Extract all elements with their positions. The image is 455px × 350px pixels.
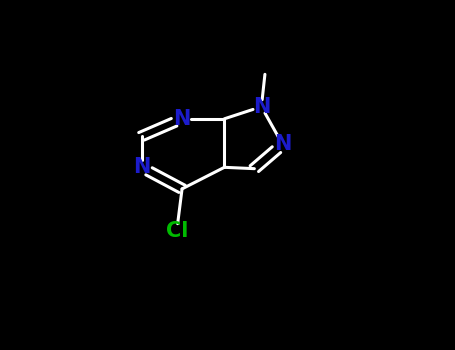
Text: N: N bbox=[173, 109, 191, 129]
Text: Cl: Cl bbox=[166, 220, 188, 241]
Text: N: N bbox=[133, 157, 150, 177]
Text: N: N bbox=[274, 134, 291, 154]
Text: N: N bbox=[253, 97, 270, 117]
